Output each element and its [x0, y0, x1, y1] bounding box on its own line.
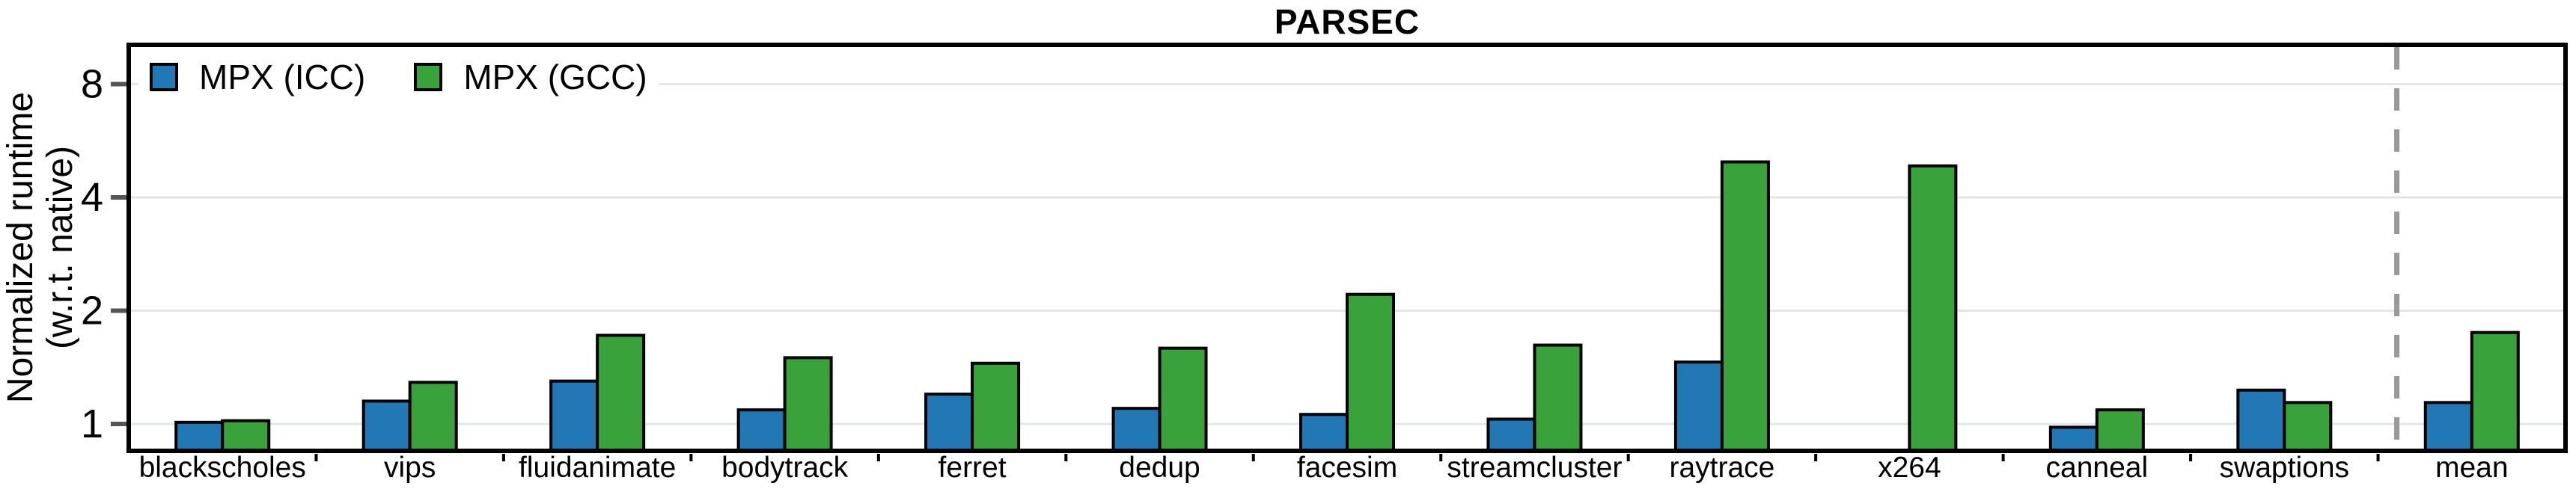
x-category-label-mean: mean	[2435, 452, 2509, 484]
legend-item-mpx-icc: MPX (ICC)	[150, 57, 365, 97]
bar-bodytrack-gcc	[783, 356, 833, 452]
bar-raytrace-gcc	[1720, 160, 1770, 453]
x-category-label-canneal: canneal	[2046, 452, 2149, 484]
bar-x264-gcc	[1908, 164, 1958, 452]
bar-mean-gcc	[2470, 330, 2520, 452]
bar-ferret-gcc	[971, 361, 1021, 453]
bar-facesim-gcc	[1346, 292, 1395, 452]
bar-swaptions-gcc	[2283, 401, 2333, 453]
bar-vips-icc	[361, 399, 412, 452]
x-category-label-dedup: dedup	[1119, 452, 1200, 484]
bar-raytrace-icc	[1673, 360, 1724, 453]
x-category-label-blackscholes: blackscholes	[139, 452, 306, 484]
bar-dedup-gcc	[1158, 346, 1208, 453]
bar-canneal-gcc	[2095, 408, 2145, 453]
x-category-label-vips: vips	[384, 452, 436, 484]
legend-swatch-icc	[150, 63, 178, 91]
bar-streamcluster-gcc	[1533, 343, 1583, 453]
x-category-label-facesim: facesim	[1297, 452, 1397, 484]
y-tick-label-1: 1	[81, 402, 103, 446]
bar-blackscholes-icc	[174, 420, 225, 453]
bar-dedup-icc	[1111, 407, 1162, 452]
bar-ferret-icc	[924, 393, 974, 452]
y-tick-label-2: 2	[81, 289, 103, 333]
x-category-label-x264: x264	[1878, 452, 1941, 484]
bar-blackscholes-gcc	[221, 419, 271, 452]
bar-facesim-icc	[1299, 413, 1349, 453]
bar-fluidanimate-icc	[549, 379, 599, 452]
bar-fluidanimate-gcc	[596, 333, 646, 452]
x-category-label-fluidanimate: fluidanimate	[519, 452, 676, 484]
x-category-label-swaptions: swaptions	[2220, 452, 2349, 484]
x-category-label-bodytrack: bodytrack	[721, 452, 849, 484]
x-category-label-ferret: ferret	[938, 452, 1007, 484]
legend-label-icc: MPX (ICC)	[199, 58, 366, 96]
chart-title: PARSEC	[1274, 2, 1420, 41]
y-tick-label-4: 4	[81, 175, 103, 220]
legend-item-mpx-gcc: MPX (GCC)	[414, 57, 647, 97]
bar-streamcluster-icc	[1486, 417, 1536, 452]
y-tick-label-8: 8	[81, 62, 103, 107]
bar-bodytrack-icc	[736, 408, 787, 453]
bar-mean-icc	[2423, 401, 2473, 453]
legend: MPX (ICC) MPX (GCC)	[138, 51, 659, 103]
x-category-label-raytrace: raytrace	[1669, 452, 1774, 484]
x-category-label-streamcluster: streamcluster	[1447, 452, 1622, 484]
plot-frame	[126, 43, 2568, 453]
bar-canneal-icc	[2048, 425, 2099, 452]
bar-vips-gcc	[408, 381, 458, 453]
legend-label-gcc: MPX (GCC)	[463, 58, 647, 96]
bar-swaptions-icc	[2236, 388, 2286, 452]
legend-swatch-gcc	[414, 63, 443, 91]
